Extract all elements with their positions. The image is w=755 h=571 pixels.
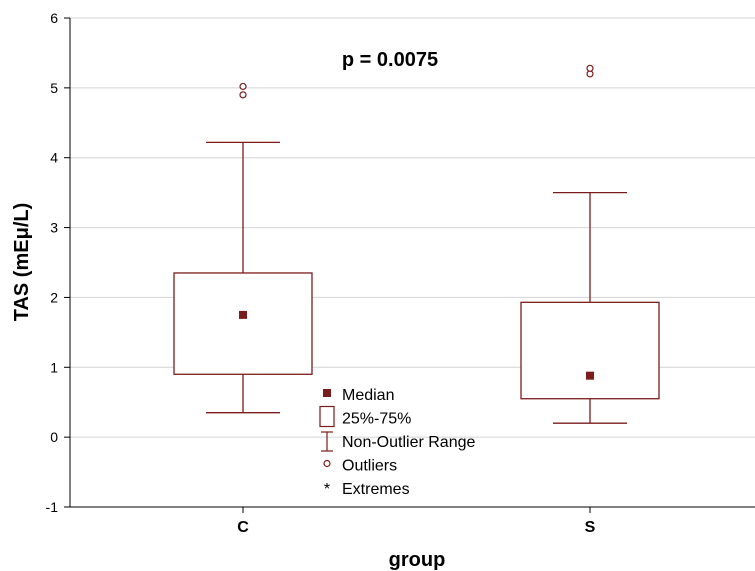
y-tick-label: 4 — [50, 150, 58, 166]
y-tick-label: 2 — [50, 289, 58, 305]
p-value-annotation: p = 0.0075 — [342, 49, 438, 71]
y-tick-label: -1 — [46, 499, 59, 515]
legend-box-icon — [319, 405, 335, 428]
legend-outlier-icon — [323, 459, 331, 468]
box-group-s — [520, 64, 660, 424]
y-tick-labels: -1 0 1 2 3 4 5 6 — [46, 10, 59, 515]
outlier-point — [239, 82, 247, 91]
axes — [64, 17, 755, 513]
y-tick-label: 5 — [50, 80, 58, 96]
median-marker — [239, 310, 247, 319]
legend-label: Non-Outlier Range — [342, 434, 476, 451]
legend-label: Median — [342, 387, 394, 404]
outlier-point — [586, 64, 594, 72]
legend-extremes-icon: * — [324, 481, 330, 498]
x-tick-label: S — [585, 519, 596, 536]
legend-label: Extremes — [342, 481, 410, 498]
boxes — [173, 64, 660, 424]
iqr-box — [173, 272, 313, 375]
box-group-c — [173, 82, 313, 414]
legend-label: 25%-75% — [342, 411, 411, 428]
y-axis-title: TAS (mEμ/L) — [11, 203, 33, 322]
x-tick-label: C — [237, 519, 249, 536]
y-tick-label: 6 — [50, 10, 58, 26]
median-marker — [586, 371, 594, 380]
y-tick-label: 0 — [50, 429, 58, 445]
legend: * Median 25%-75% Non-Outlier Range Outliers E… — [319, 387, 476, 498]
y-tick-label: 3 — [50, 220, 58, 236]
y-tick-label: 1 — [50, 359, 58, 375]
iqr-box — [520, 301, 660, 400]
legend-median-icon — [323, 389, 331, 397]
legend-label: Outliers — [342, 458, 397, 475]
outlier-point — [239, 91, 247, 99]
x-axis-title: group — [389, 549, 446, 571]
